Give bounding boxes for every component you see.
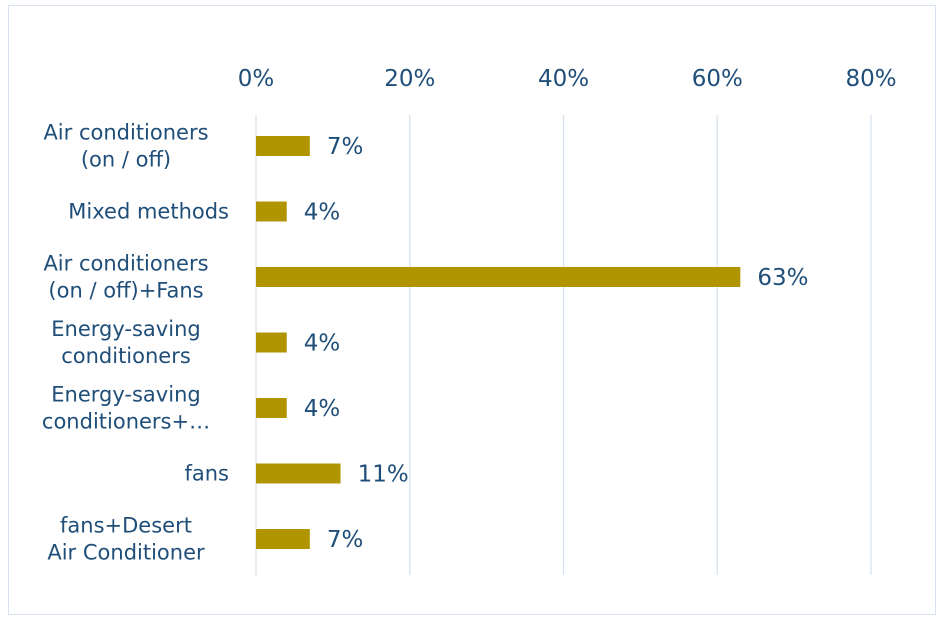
bar: [256, 529, 310, 549]
data-label: 63%: [757, 265, 808, 291]
bar: [256, 267, 741, 287]
data-label: 7%: [327, 527, 364, 553]
data-label: 11%: [358, 462, 409, 488]
bar: [256, 463, 341, 484]
bar: [256, 332, 287, 353]
category-label: Energy-saving conditioners: [51, 317, 200, 368]
x-tick-label: 60%: [692, 66, 743, 92]
category-label: Mixed methods: [68, 200, 229, 224]
data-label: 4%: [304, 331, 341, 357]
bar: [256, 201, 287, 222]
data-label: 7%: [327, 134, 364, 160]
category-label: fans: [184, 462, 229, 486]
category-label: Air conditioners (on / off): [43, 121, 208, 172]
category-label: Air conditioners (on / off)+Fans: [43, 252, 208, 303]
category-label: Energy-saving conditioners+…: [42, 383, 210, 434]
category-label: fans+Desert Air Conditioner: [47, 514, 205, 565]
data-label: 4%: [304, 200, 341, 226]
x-tick-label: 80%: [845, 66, 896, 92]
x-tick-label: 20%: [384, 66, 435, 92]
bar: [256, 136, 310, 156]
bar: [256, 398, 287, 418]
x-tick-label: 40%: [538, 66, 589, 92]
x-tick-label: 0%: [238, 66, 275, 92]
data-label: 4%: [304, 396, 341, 422]
chart-frame: [8, 5, 936, 615]
